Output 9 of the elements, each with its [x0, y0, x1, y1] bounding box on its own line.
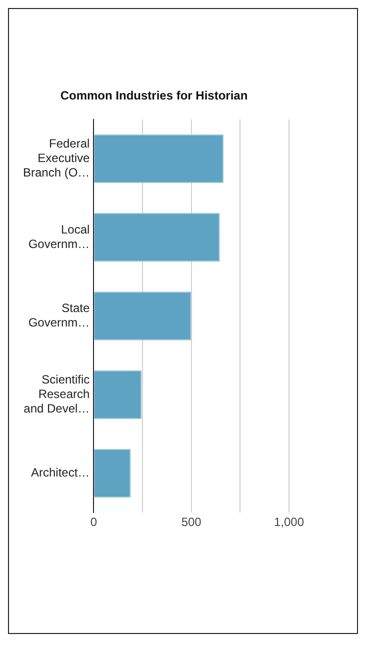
y-tick-label: Architect…: [31, 466, 90, 480]
x-tick-label: 1,000: [274, 515, 304, 530]
x-tick-label: 500: [181, 515, 202, 530]
y-tick-label: State Governm…: [28, 301, 90, 330]
x-tick-label: 0: [90, 515, 98, 530]
y-tick-label: Federal Executive Branch (O…: [23, 136, 90, 180]
y-tick-label: Scientific Research and Devel…: [24, 372, 90, 416]
chart-title: Common Industries for Historian: [60, 88, 248, 103]
y-tick-label: Local Governm…: [28, 222, 90, 251]
